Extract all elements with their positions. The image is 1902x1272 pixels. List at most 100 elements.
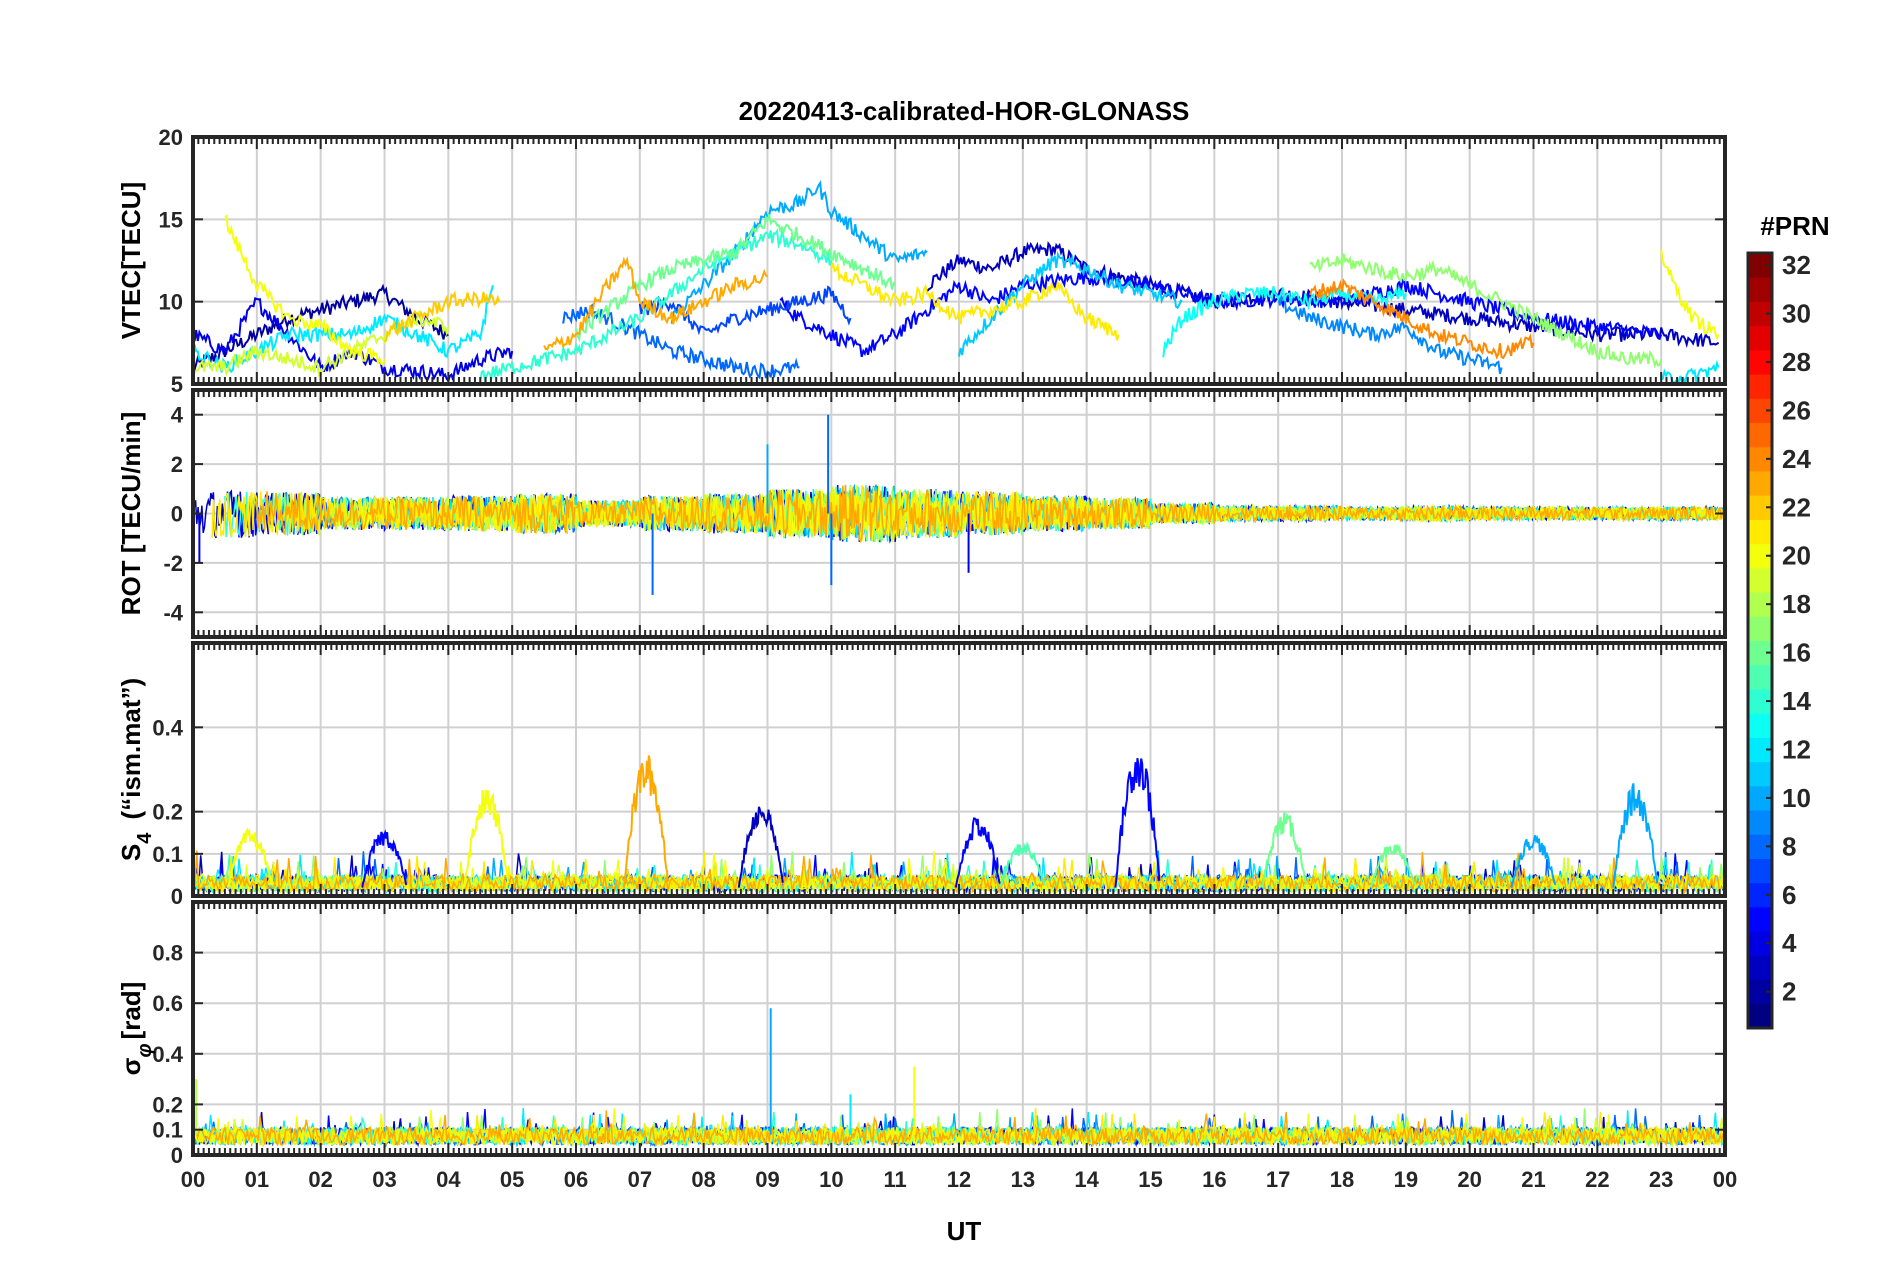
y-axis-label-rest: (“ism.mat”) bbox=[116, 678, 146, 827]
series-group bbox=[193, 414, 1725, 596]
x-tick-label: 20 bbox=[1457, 1167, 1481, 1192]
y-tick-label: 0.2 bbox=[152, 800, 183, 825]
x-ticks bbox=[192, 902, 1726, 1155]
y-tick-labels: 5 10 15 20 bbox=[159, 125, 1725, 397]
y-tick-labels: 0 0.1 0.2 0.4 bbox=[152, 715, 1725, 909]
colorbar-segment bbox=[1748, 325, 1772, 351]
y-tick-label: 2 bbox=[171, 452, 183, 477]
colorbar-segment bbox=[1748, 1003, 1772, 1029]
panel-sigma_phi: 00.10.20.40.60.8σφ[rad]00 01 02 03 04 05 06 07 0… bbox=[116, 900, 1737, 1192]
vtec-series-prn-16 bbox=[575, 213, 896, 343]
y-tick-label: 0.2 bbox=[152, 1092, 183, 1117]
x-tick-label: 19 bbox=[1394, 1167, 1418, 1192]
x-ticks bbox=[192, 137, 1726, 384]
panel-vtec: 5 10 15 20 VTEC[TECU] bbox=[116, 125, 1727, 397]
s4-peak-prn-16 bbox=[1369, 844, 1416, 888]
x-tick-label: 02 bbox=[308, 1167, 332, 1192]
vtec-series-prn-14 bbox=[479, 228, 833, 384]
x-tick-label: 15 bbox=[1138, 1167, 1162, 1192]
s4-peak-prn-3 bbox=[737, 806, 784, 888]
vtec-series-prn-17 bbox=[1309, 253, 1663, 369]
gridlines bbox=[193, 137, 1725, 384]
colorbar-tick-label: 28 bbox=[1782, 347, 1811, 377]
colorbar-tick-label: 16 bbox=[1782, 638, 1811, 668]
vtec-series-prn-21 bbox=[830, 262, 1120, 341]
s4-peak-prn-5 bbox=[1114, 757, 1161, 888]
y-tick-label: 4 bbox=[171, 403, 184, 428]
colorbar-tick-label: 18 bbox=[1782, 589, 1811, 619]
figure-title: 20220413-calibrated-HOR-GLONASS bbox=[739, 96, 1190, 126]
y-tick-label: 20 bbox=[159, 125, 183, 150]
colorbar-segment bbox=[1748, 616, 1772, 641]
y-tick-label: 0.1 bbox=[152, 842, 183, 867]
colorbar-tick-label: 2 bbox=[1782, 977, 1796, 1007]
y-tick-label: 15 bbox=[159, 207, 183, 232]
y-tick-label: 5 bbox=[171, 372, 183, 397]
x-tick-label: 07 bbox=[628, 1167, 652, 1192]
x-tick-label: 01 bbox=[245, 1167, 269, 1192]
colorbar-segment bbox=[1748, 567, 1772, 593]
colorbar-segment bbox=[1748, 277, 1772, 302]
y-axis-label-sub: φ bbox=[134, 1043, 156, 1057]
x-tick-label: 03 bbox=[372, 1167, 396, 1192]
y-axis-label: ROT [TECU/min] bbox=[116, 412, 146, 616]
colorbar-tick-label: 32 bbox=[1782, 250, 1811, 280]
x-tick-label: 14 bbox=[1074, 1167, 1099, 1192]
y-tick-label: 0.6 bbox=[152, 991, 183, 1016]
vtec-series-prn-7 bbox=[638, 285, 852, 336]
s4-peak-prn-23 bbox=[622, 755, 669, 888]
gridlines bbox=[193, 643, 1725, 896]
colorbar-segment bbox=[1748, 374, 1772, 399]
colorbar-segment bbox=[1748, 519, 1772, 545]
vtec-series-prn-12 bbox=[193, 284, 494, 374]
colorbar-segment bbox=[1748, 470, 1772, 496]
colorbar-tick-label: 26 bbox=[1782, 395, 1811, 425]
x-tick-label: 06 bbox=[564, 1167, 588, 1192]
x-tick-label: 12 bbox=[947, 1167, 971, 1192]
colorbar-frame bbox=[1746, 251, 1774, 1030]
colorbar-tick-label: 22 bbox=[1782, 492, 1811, 522]
colorbar-tick-label: 12 bbox=[1782, 734, 1811, 764]
series-group bbox=[193, 180, 1720, 384]
x-tick-label: 04 bbox=[436, 1167, 461, 1192]
colorbar-tick-label: 8 bbox=[1782, 831, 1796, 861]
vtec-series-prn-12 bbox=[1660, 359, 1720, 384]
colorbar-tick-label: 6 bbox=[1782, 880, 1796, 910]
y-tick-label: 0.1 bbox=[152, 1118, 183, 1143]
y-tick-label: 0.8 bbox=[152, 941, 183, 966]
x-ticks bbox=[192, 643, 1726, 896]
x-tick-label: 16 bbox=[1202, 1167, 1226, 1192]
panel-s4: 0 0.1 0.2 0.4S4 (“ism.mat”) bbox=[116, 641, 1727, 909]
vtec-series-prn-13 bbox=[1162, 285, 1407, 358]
sigma-series-prn-23 bbox=[193, 1110, 1725, 1148]
colorbar-title: #PRN bbox=[1760, 211, 1829, 241]
s4-peak-prn-20 bbox=[227, 827, 274, 888]
s4-peak-prn-10 bbox=[1510, 834, 1557, 888]
colorbar-tick-label: 20 bbox=[1782, 541, 1811, 571]
x-tick-label: 11 bbox=[884, 1167, 907, 1192]
y-tick-labels: 00.10.2 0.4 0.6 0.8 bbox=[152, 941, 1725, 1168]
y-tick-labels: -4 -2 0 2 4 bbox=[163, 403, 1725, 625]
s4-peak-prn-10 bbox=[1612, 783, 1659, 888]
s4-peak-prn-5 bbox=[954, 817, 1001, 888]
colorbar-segment bbox=[1748, 810, 1772, 835]
colorbar-tick-label: 4 bbox=[1782, 928, 1797, 958]
panel-rot: -4 -2 0 2 4 ROT [TECU/min] bbox=[116, 388, 1727, 639]
vtec-series-prn-20 bbox=[224, 214, 386, 366]
y-tick-label: 0 bbox=[171, 1143, 183, 1168]
series-group bbox=[193, 1008, 1725, 1148]
vtec-series-prn-2 bbox=[193, 283, 449, 373]
vtec-series-prn-23 bbox=[543, 256, 769, 351]
colorbar-segment bbox=[1748, 955, 1772, 981]
x-tick-label: 23 bbox=[1649, 1167, 1673, 1192]
x-tick-labels: 00 01 02 03 04 05 06 07 08 09 10 11 12 13 14 15 16 17 18 19… bbox=[181, 1167, 1737, 1192]
colorbar-segment bbox=[1748, 664, 1772, 690]
colorbar-segment bbox=[1748, 761, 1772, 787]
vtec-series-prn-19 bbox=[193, 309, 450, 378]
y-tick-label: -2 bbox=[163, 551, 183, 576]
s4-peak-prn-15 bbox=[999, 840, 1046, 888]
colorbar-tick-label: 30 bbox=[1782, 299, 1811, 329]
s4-peak-prn-16 bbox=[1261, 812, 1308, 888]
colorbar-tick-label: 10 bbox=[1782, 783, 1811, 813]
